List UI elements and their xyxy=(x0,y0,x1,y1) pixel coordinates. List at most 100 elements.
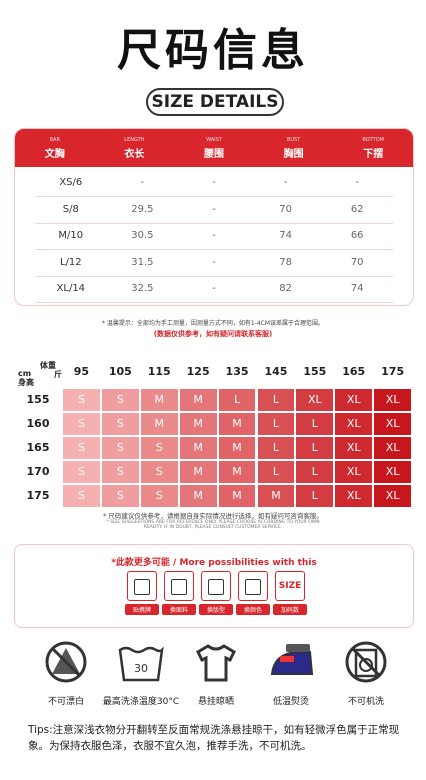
weight: 165 xyxy=(342,365,366,378)
option-label: 换版型 xyxy=(199,604,233,615)
size-cell: M xyxy=(218,413,256,435)
care-label: 最高洗涤温度30°C xyxy=(102,697,180,707)
table-cell: 32.5 xyxy=(131,283,154,294)
height: 175 xyxy=(26,489,50,502)
size-icon: SIZE xyxy=(278,581,302,591)
care-item: 低温熨烫 xyxy=(251,640,331,707)
option: SIZE 加码数 xyxy=(273,571,307,615)
size-cell: S xyxy=(140,461,178,483)
care-icon xyxy=(176,640,256,688)
table-cell: - xyxy=(212,256,216,268)
size-cell: L xyxy=(257,461,295,483)
weight-unit: 斤 xyxy=(54,370,62,379)
care-item: 悬挂晾晒 xyxy=(176,640,256,707)
size-cell: S xyxy=(140,437,178,459)
size-cell: XL xyxy=(335,461,373,483)
size-cell: S xyxy=(140,485,178,507)
note: * 尺码建议仅供参考，请根据自身实际情况进行选择，如有疑问可咨询客服。 xyxy=(103,512,323,520)
size-cell: L xyxy=(257,413,295,435)
care-icon xyxy=(251,640,331,688)
size-cell: S xyxy=(101,389,139,411)
column-header: WAIST 腰围 xyxy=(174,129,254,160)
column-cn: 胸围 xyxy=(283,149,304,160)
icon-shape xyxy=(134,579,150,595)
size-cell: M xyxy=(179,485,217,507)
size-cell: M xyxy=(218,437,256,459)
size-cell: M xyxy=(140,389,178,411)
column-cn: 腰围 xyxy=(203,149,224,160)
more-panel: *此款更多可能 / More possibilities with this 贴… xyxy=(14,544,414,628)
size-cell: L xyxy=(257,437,295,459)
icon-shape xyxy=(171,579,187,595)
weight: 125 xyxy=(186,365,210,378)
care-item: 30 最高洗涤温度30°C xyxy=(101,640,181,707)
table-row: S/8 29.5 - 70 62 xyxy=(35,197,393,224)
column-header: BAR 文胸 xyxy=(15,129,95,160)
table-cell: 29.5 xyxy=(131,203,154,215)
note: * SIZE SUGGESTIONS ARE FOR REFERENCE ONL… xyxy=(106,520,320,530)
weight: 175 xyxy=(381,365,405,378)
option-label: 加码数 xyxy=(273,604,307,615)
size-cell: XL xyxy=(374,461,412,483)
table-row: M/10 30.5 - 74 66 xyxy=(35,223,393,250)
more-title: *此款更多可能 / More possibilities with this xyxy=(111,558,317,568)
size-cell: S xyxy=(63,437,100,459)
size-table: BAR 文胸 LENGTH 衣长 WAIST 腰围 BUST 胸围 BOTTOM 下摆 XS/6 - -… xyxy=(14,128,414,306)
table-cell: M/10 xyxy=(58,230,84,241)
size-cell: XL xyxy=(335,413,373,435)
size-cell: S xyxy=(63,413,100,435)
size-cell: S xyxy=(63,485,100,507)
column-header: BUST 胸围 xyxy=(254,129,334,160)
care-label: 不可机洗 xyxy=(347,697,384,707)
tips: Tips:注意深浅衣物分开翻转至反面常规洗涤悬挂晾干，如有轻微浮色属于正常现象。… xyxy=(28,724,400,752)
subtitle: SIZE DETAILS xyxy=(146,88,284,116)
weight: 105 xyxy=(108,365,132,378)
option-icon xyxy=(238,571,268,601)
table-cell: 30.5 xyxy=(131,230,154,241)
care-label: 不可漂白 xyxy=(47,697,84,707)
title: 尺码信息 xyxy=(117,25,309,76)
option-label: 换颜色 xyxy=(236,604,270,615)
table-cell: 74 xyxy=(279,230,292,241)
table-cell: 70 xyxy=(350,256,364,268)
size-cell: S xyxy=(101,437,139,459)
size-cell: M xyxy=(179,437,217,459)
icon xyxy=(270,644,314,675)
column-header: LENGTH 衣长 xyxy=(95,129,175,160)
height-unit: cm xyxy=(18,369,32,378)
option: 换版型 xyxy=(199,571,233,615)
table-cell: L/12 xyxy=(59,256,82,268)
size-cell: S xyxy=(101,461,139,483)
table-row: XL/14 32.5 - 82 74 xyxy=(35,276,393,303)
size-cell: M xyxy=(140,413,178,435)
size-cell: M xyxy=(179,461,217,483)
size-cell: L xyxy=(218,389,256,411)
column-en: LENGTH xyxy=(124,137,145,143)
size-cell: M xyxy=(179,413,217,435)
column-en: BAR xyxy=(49,137,60,143)
table-cell: - xyxy=(140,177,145,188)
option-label: 贴携牌 xyxy=(125,604,159,615)
size-cell: L xyxy=(296,461,334,483)
size-cell: XL xyxy=(374,389,412,411)
size-cell: XL xyxy=(374,437,412,459)
table-cell: - xyxy=(283,177,288,188)
table-cell: 82 xyxy=(279,283,292,294)
table-cell: 74 xyxy=(350,283,364,294)
table-cell: 70 xyxy=(279,203,292,215)
weight: 155 xyxy=(303,365,327,378)
size-cell: XL xyxy=(335,437,373,459)
note: (数据仅供参考，如有疑问请联系客服) xyxy=(153,330,273,338)
size-grid: 体重斤 cm 身高 95 105 115 125 135 145 155 165 175 155 S S M M… xyxy=(14,358,412,507)
care-icon xyxy=(26,640,106,688)
option-icon xyxy=(164,571,194,601)
care-label: 低温熨烫 xyxy=(272,697,309,707)
size-cell: M xyxy=(218,461,256,483)
table-cell: - xyxy=(212,177,216,188)
table-cell: - xyxy=(212,283,216,294)
option: 换颜色 xyxy=(236,571,270,615)
table-cell: 62 xyxy=(350,203,364,215)
icon xyxy=(345,641,387,683)
size-cell: S xyxy=(63,461,100,483)
option: 贴携牌 xyxy=(125,571,159,615)
